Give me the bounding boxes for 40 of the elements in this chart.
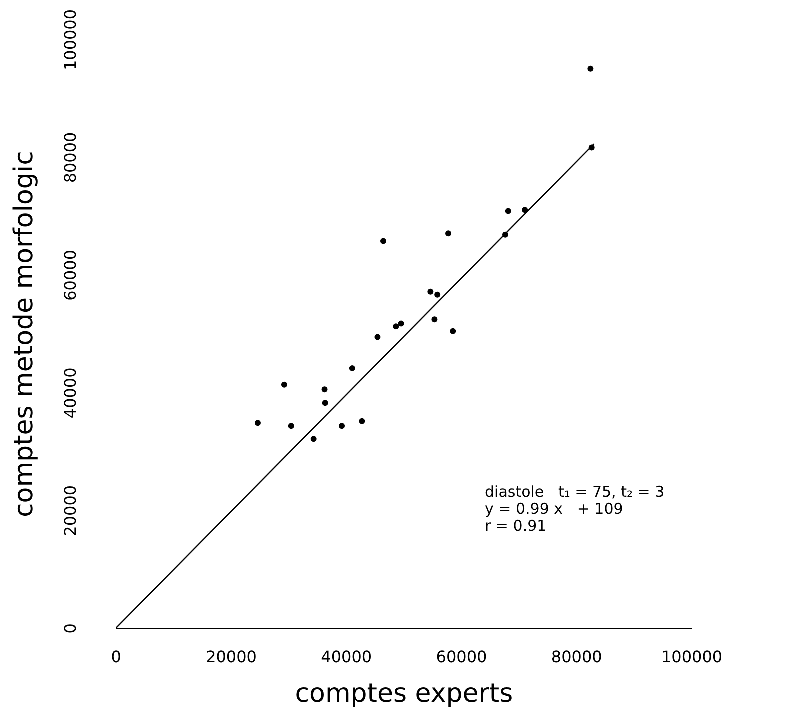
x-tick-label: 40000 [321,647,372,666]
x-tick-label: 60000 [436,647,488,666]
y-tick-label: 0 [61,624,80,634]
y-tick-label: 100000 [61,9,80,71]
point [281,382,288,388]
point [505,208,512,214]
point [398,320,404,327]
point [288,423,294,430]
annotation: r = 0.91 [485,517,547,535]
point [522,207,528,214]
x-axis-title: comptes experts [295,679,514,710]
x-tick-label: 80000 [551,647,602,666]
point [432,316,438,323]
point [588,66,594,72]
point [322,386,328,393]
point [434,292,441,298]
point [310,436,317,442]
point [450,328,456,334]
point [428,288,434,295]
point [446,230,452,237]
point [255,420,261,426]
x-tick-label: 0 [111,647,122,666]
y-tick-label: 80000 [61,132,80,184]
x-tick-label: 100000 [661,647,723,666]
point [359,418,366,424]
y-tick-label: 40000 [61,368,80,419]
point [380,238,386,244]
point [374,334,381,340]
point [322,400,328,406]
point [393,324,400,330]
point [349,365,356,372]
point [502,232,509,238]
y-axis-title: comptes metode morfologic [9,151,40,518]
annotation: y = 0.99 x + 109 [485,500,624,518]
point [339,423,346,430]
y-tick-label: 20000 [61,485,80,536]
point [588,144,595,151]
x-tick-label: 20000 [206,647,257,666]
y-tick-label: 60000 [61,250,80,301]
annotation: diastole t₁ = 75, t₂ = 3 [485,483,665,501]
